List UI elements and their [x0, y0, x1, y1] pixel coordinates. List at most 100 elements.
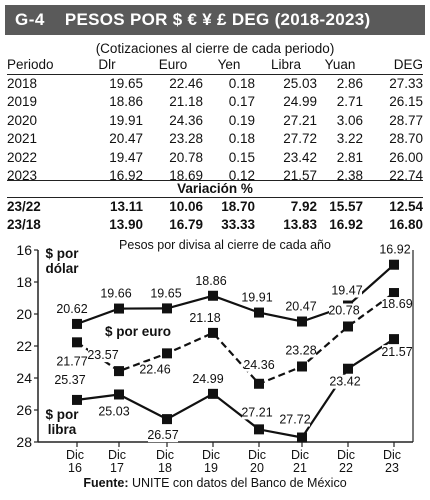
y-tick-label: 20	[16, 306, 32, 322]
series-name-label: $ por euro	[105, 324, 171, 339]
x-tick-label-month: Dic	[248, 448, 266, 462]
x-tick-label-month: Dic	[202, 448, 220, 462]
table-cell: 10.06	[169, 199, 203, 214]
x-tick-label-month: Dic	[291, 448, 309, 462]
table-cell: 2.71	[336, 94, 363, 109]
series-0-point	[389, 259, 399, 270]
x-tick-label-month: Dic	[156, 448, 174, 462]
x-tick-label-month: Dic	[337, 448, 355, 462]
data-label-backdrop	[57, 301, 87, 316]
data-label: 25.03	[98, 404, 129, 418]
series-name-label: $ por	[45, 407, 79, 422]
table-cell: 19.91	[109, 112, 143, 128]
table-row: 2022 19.47 20.78 0.15 23.42 2.81 26.00	[7, 149, 423, 168]
table-cell: 3.22	[336, 131, 363, 146]
data-label: 20.62	[56, 302, 87, 316]
series-1-point	[297, 361, 307, 372]
series-1-point	[162, 348, 172, 359]
table-bottom-rule	[7, 180, 423, 181]
data-label-backdrop	[382, 345, 412, 360]
table-cell: 0.19	[228, 112, 255, 128]
data-label: 25.37	[54, 373, 85, 387]
table-cell: 23/22	[7, 199, 41, 214]
column-header: Yuan	[324, 57, 356, 72]
table-cell: 7.92	[290, 199, 317, 214]
series-name-label: libra	[48, 422, 77, 437]
data-label-backdrop	[286, 299, 316, 314]
table-cell: 22.74	[389, 168, 423, 183]
x-tick-label-month: Dic	[108, 448, 126, 462]
data-label: 24.36	[243, 358, 274, 372]
table-cell: 2.81	[336, 149, 363, 165]
series-0-point	[254, 307, 264, 318]
x-tick-label-year: 22	[339, 461, 353, 474]
table-cell: 0.15	[228, 149, 255, 165]
data-label-backdrop	[329, 303, 359, 318]
table-cell: 19.47	[109, 149, 143, 165]
data-label-backdrop	[242, 290, 272, 305]
data-label: 18.86	[195, 274, 226, 288]
line-chart: 16182022242628Dic16Dic17Dic18Dic19Dic20D…	[16, 238, 414, 474]
data-label-backdrop	[193, 371, 223, 386]
table-cell: 27.72	[283, 131, 317, 146]
table-cell: 2022	[7, 149, 38, 165]
table-cell: 25.03	[283, 75, 317, 91]
series-2-point	[343, 363, 353, 374]
y-tick-label: 28	[16, 434, 32, 450]
table-cell: 0.18	[228, 131, 255, 146]
table-cell: 23.28	[169, 131, 203, 146]
table-row: 2020 19.91 24.36 0.19 27.21 3.06 28.77	[7, 112, 423, 131]
column-header: Libra	[270, 57, 302, 72]
series-0-point	[114, 303, 124, 314]
table-cell: 23.42	[283, 149, 317, 165]
table-cell: 27.21	[283, 112, 317, 128]
column-header: Periodo	[7, 57, 54, 72]
table-cell: 13.83	[283, 217, 317, 232]
table-cell: 16.79	[169, 217, 203, 232]
series-1-point	[343, 321, 353, 332]
series-2-point	[162, 414, 172, 425]
table-cell: 18.69	[169, 168, 203, 183]
table-row: 2019 18.86 21.18 0.17 24.99 2.71 26.15	[7, 93, 423, 112]
table-cell: 15.57	[329, 199, 363, 214]
table-cell: 23/18	[7, 217, 41, 232]
series-name-label: $ por	[45, 246, 79, 261]
table-cell: 18.70	[221, 199, 255, 214]
data-label-backdrop	[151, 286, 181, 301]
x-tick-label-month: Dic	[66, 448, 84, 462]
table-cell: 16.92	[329, 217, 363, 232]
x-tick-label-year: 21	[293, 461, 307, 474]
data-label-backdrop	[55, 372, 85, 387]
series-2-point	[72, 394, 82, 405]
data-label-backdrop	[332, 283, 362, 298]
table-cell: 21.57	[283, 168, 317, 183]
column-header: Dlr	[98, 57, 116, 72]
table-row: 2018 19.65 22.46 0.18 25.03 2.86 27.33	[7, 75, 423, 94]
series-0-point	[208, 290, 218, 301]
variation-row: 23/22 13.11 10.06 18.70 7.92 15.57 12.54	[7, 198, 423, 216]
data-label-backdrop	[88, 348, 118, 363]
table-cell: 20.47	[109, 131, 143, 146]
series-name-label: dólar	[45, 261, 79, 276]
table-cell: 33.33	[221, 217, 255, 232]
x-tick-label-year: 19	[204, 461, 218, 474]
y-tick-label: 26	[16, 402, 32, 418]
data-label: 19.47	[331, 284, 362, 298]
table-cell: 26.15	[389, 94, 423, 109]
data-label: 19.91	[241, 291, 272, 305]
data-label: 26.57	[147, 428, 178, 442]
data-label-backdrop	[57, 354, 87, 369]
y-tick-label: 24	[16, 370, 32, 386]
data-label-backdrop	[242, 405, 272, 420]
y-tick-label: 18	[16, 274, 32, 290]
data-label-backdrop	[190, 310, 220, 325]
data-label: 20.47	[285, 300, 316, 314]
table-row: 2023 16.92 18.69 0.12 21.57 2.38 22.74	[7, 167, 423, 186]
data-label: 16.92	[379, 243, 410, 257]
series-0-point	[162, 303, 172, 314]
data-label: 21.77	[56, 354, 87, 368]
series-line-1	[76, 292, 395, 386]
data-label: 27.72	[279, 413, 310, 427]
column-header: Yen	[217, 57, 241, 72]
series-0-point	[72, 318, 82, 329]
